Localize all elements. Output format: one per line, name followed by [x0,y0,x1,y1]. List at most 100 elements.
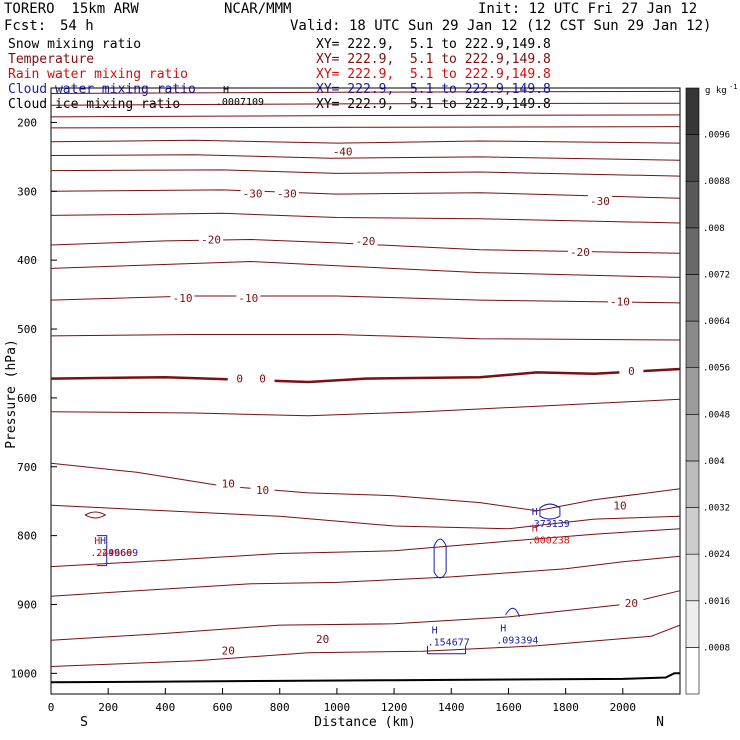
institution-label: NCAR/MMM [224,1,292,17]
colorbar-tick-label: .0048 [703,410,730,420]
rain-water-max-value: .000238 [528,536,570,547]
temperature-contour [50,102,681,106]
temperature-contour [50,334,681,341]
temperature-contour-label: 10 [256,484,269,497]
colorbar-swatch [685,134,700,182]
cloud-water-contour [505,607,521,617]
y-tick-label: 200 [17,116,37,129]
temperature-contour [50,367,681,384]
colorbar-swatch [685,274,700,322]
temperature-contour [50,295,681,304]
contour-label-bg [250,372,275,384]
contour-label-bg [274,187,299,199]
field-xy-cloud-ice: XY= 222.9, 5.1 to 222.9,149.8 [316,97,551,112]
cloud-water-contour [427,645,467,655]
temperature-contour [84,511,107,519]
cloud-water-contour [96,535,108,567]
contour-label-bg [310,632,335,644]
temperature-contour [50,462,681,512]
field-xy-snow: XY= 222.9, 5.1 to 222.9,149.8 [316,37,551,52]
temperature-contour-label: -10 [173,292,193,305]
contour-label-bg [227,372,252,384]
colorbar-tick-label: .0056 [703,364,730,374]
x-tick-label: 0 [48,701,55,714]
temperature-contour [50,189,681,199]
cloud-water-max-value: .154677 [428,638,470,649]
field-xy-rain: XY= 222.9, 5.1 to 222.9,149.8 [316,67,551,82]
rain-water-max-marker: H [532,524,538,535]
temperature-contour-label: -10 [238,292,258,305]
x-tick-label: 1600 [495,701,522,714]
colorbar-swatch [685,647,700,695]
temperature-contour-label: 20 [316,633,329,646]
colorbar-unit: g kg [705,86,727,96]
temperature-contour-label: 10 [222,477,235,490]
cloud-water-max-marker: H [500,623,506,634]
contour-label-bg [240,187,265,199]
field-name-temperature: Temperature [8,52,95,67]
contour-label-bg [170,292,195,304]
colorbar-swatch [685,600,700,648]
temperature-contour-label: 0 [236,373,243,386]
temperature-contour [50,504,681,530]
field-name-rain: Rain water mixing ratio [8,67,189,82]
rain-water-max-marker: H [94,536,100,547]
temperature-contour [50,398,681,417]
colorbar-tick-label: .0024 [703,550,730,560]
forecast-label: Fcst: [4,18,47,34]
y-axis-label: Pressure (hPa) [4,339,19,449]
contour-label-bg [236,292,261,304]
cloud-water-contour [433,538,447,579]
x-tick-label: 600 [213,701,233,714]
temperature-contour [50,624,681,667]
field-xy-temperature: XY= 222.9, 5.1 to 222.9,149.8 [316,52,551,67]
x-tick-label: 1200 [381,701,408,714]
colorbar-swatch [685,507,700,555]
south-endpoint-label: S [80,715,88,730]
rain-water-max-value: .249669 [90,548,132,559]
y-tick-label: 1000 [11,667,38,680]
contour-label-bg [619,365,644,377]
temperature-contour [50,555,681,597]
forecast-hours: 54 h [60,18,94,34]
plot-frame [50,87,681,695]
valid-time: Valid: 18 UTC Sun 29 Jan 12 (12 CST Sun … [290,18,712,34]
x-tick-label: 1800 [552,701,579,714]
field-name-snow: Snow mixing ratio [8,37,142,52]
colorbar-swatch [685,553,700,602]
temperature-contour [50,114,681,118]
y-tick-label: 300 [17,185,37,198]
colorbar-tick-label: .0096 [703,131,730,141]
terrain-line [50,672,680,684]
temperature-contour [50,154,681,161]
init-time: Init: 12 UTC Fri 27 Jan 12 [478,1,698,17]
temperature-contour-label: 10 [613,499,626,512]
x-tick-label: 400 [155,701,175,714]
x-tick-label: 800 [270,701,290,714]
colorbar-swatch [685,460,700,508]
contour-label-bg [199,233,224,245]
y-tick-label: 700 [17,461,37,474]
contour-label-bg [587,194,612,206]
temperature-contour-label: 0 [628,365,635,378]
temperature-contour [50,528,681,568]
temperature-contour [50,90,681,94]
contour-label-bg [250,484,275,496]
field-xy-cloud-water: XY= 222.9, 5.1 to 222.9,149.8 [316,82,551,97]
cloud-water-max-marker: H [100,536,106,547]
x-tick-label: 2000 [610,701,637,714]
colorbar-tick-label: .0088 [703,177,730,187]
cloud-water-max-marker: H [532,507,538,518]
temperature-contour-label: -30 [243,187,263,200]
x-axis-label: Distance (km) [314,715,416,730]
colorbar-tick-label: .0072 [703,270,730,280]
cloud-water-max-value: .249669 [96,548,138,559]
y-tick-label: 800 [17,530,37,543]
cloud-water-max-value: .093394 [496,635,538,646]
cloud-ice-max-marker: H [223,85,229,96]
temperature-contour-label: -10 [610,295,630,308]
north-endpoint-label: N [656,715,664,730]
colorbar-swatch [685,414,700,462]
temperature-contour-label: -20 [570,246,590,259]
